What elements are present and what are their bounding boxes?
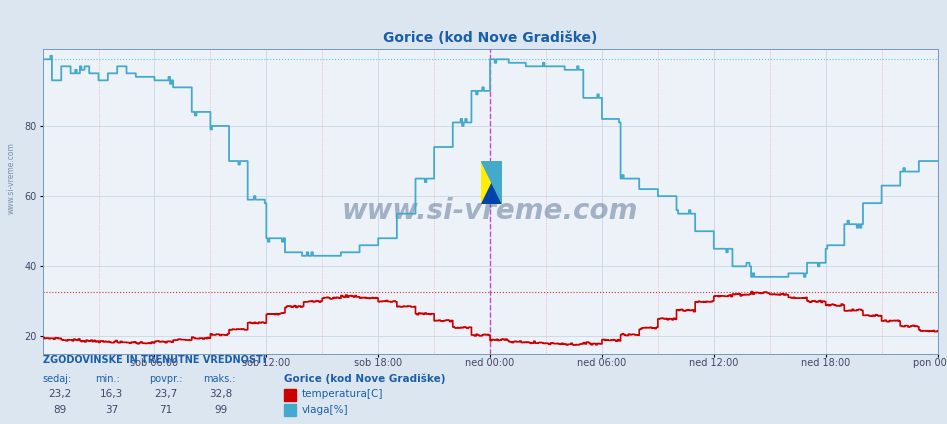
Text: temperatura[C]: temperatura[C] <box>302 389 384 399</box>
Polygon shape <box>481 161 502 204</box>
Polygon shape <box>481 161 502 204</box>
Text: Gorice (kod Nove Gradiške): Gorice (kod Nove Gradiške) <box>284 373 446 384</box>
Text: ZGODOVINSKE IN TRENUTNE VREDNOSTI: ZGODOVINSKE IN TRENUTNE VREDNOSTI <box>43 354 266 365</box>
Text: 89: 89 <box>53 405 66 415</box>
Text: 16,3: 16,3 <box>100 389 123 399</box>
Text: 32,8: 32,8 <box>209 389 232 399</box>
Text: sedaj:: sedaj: <box>43 374 72 384</box>
Text: www.si-vreme.com: www.si-vreme.com <box>7 142 16 214</box>
Text: 99: 99 <box>214 405 227 415</box>
Text: www.si-vreme.com: www.si-vreme.com <box>342 197 638 225</box>
Text: min.:: min.: <box>95 374 119 384</box>
Polygon shape <box>481 161 502 204</box>
Text: maks.:: maks.: <box>204 374 236 384</box>
Text: 71: 71 <box>159 405 172 415</box>
Text: povpr.:: povpr.: <box>149 374 182 384</box>
Text: 23,2: 23,2 <box>48 389 71 399</box>
Text: 23,7: 23,7 <box>154 389 177 399</box>
Text: vlaga[%]: vlaga[%] <box>302 405 348 415</box>
Text: 37: 37 <box>105 405 118 415</box>
Title: Gorice (kod Nove Gradiške): Gorice (kod Nove Gradiške) <box>383 31 598 45</box>
